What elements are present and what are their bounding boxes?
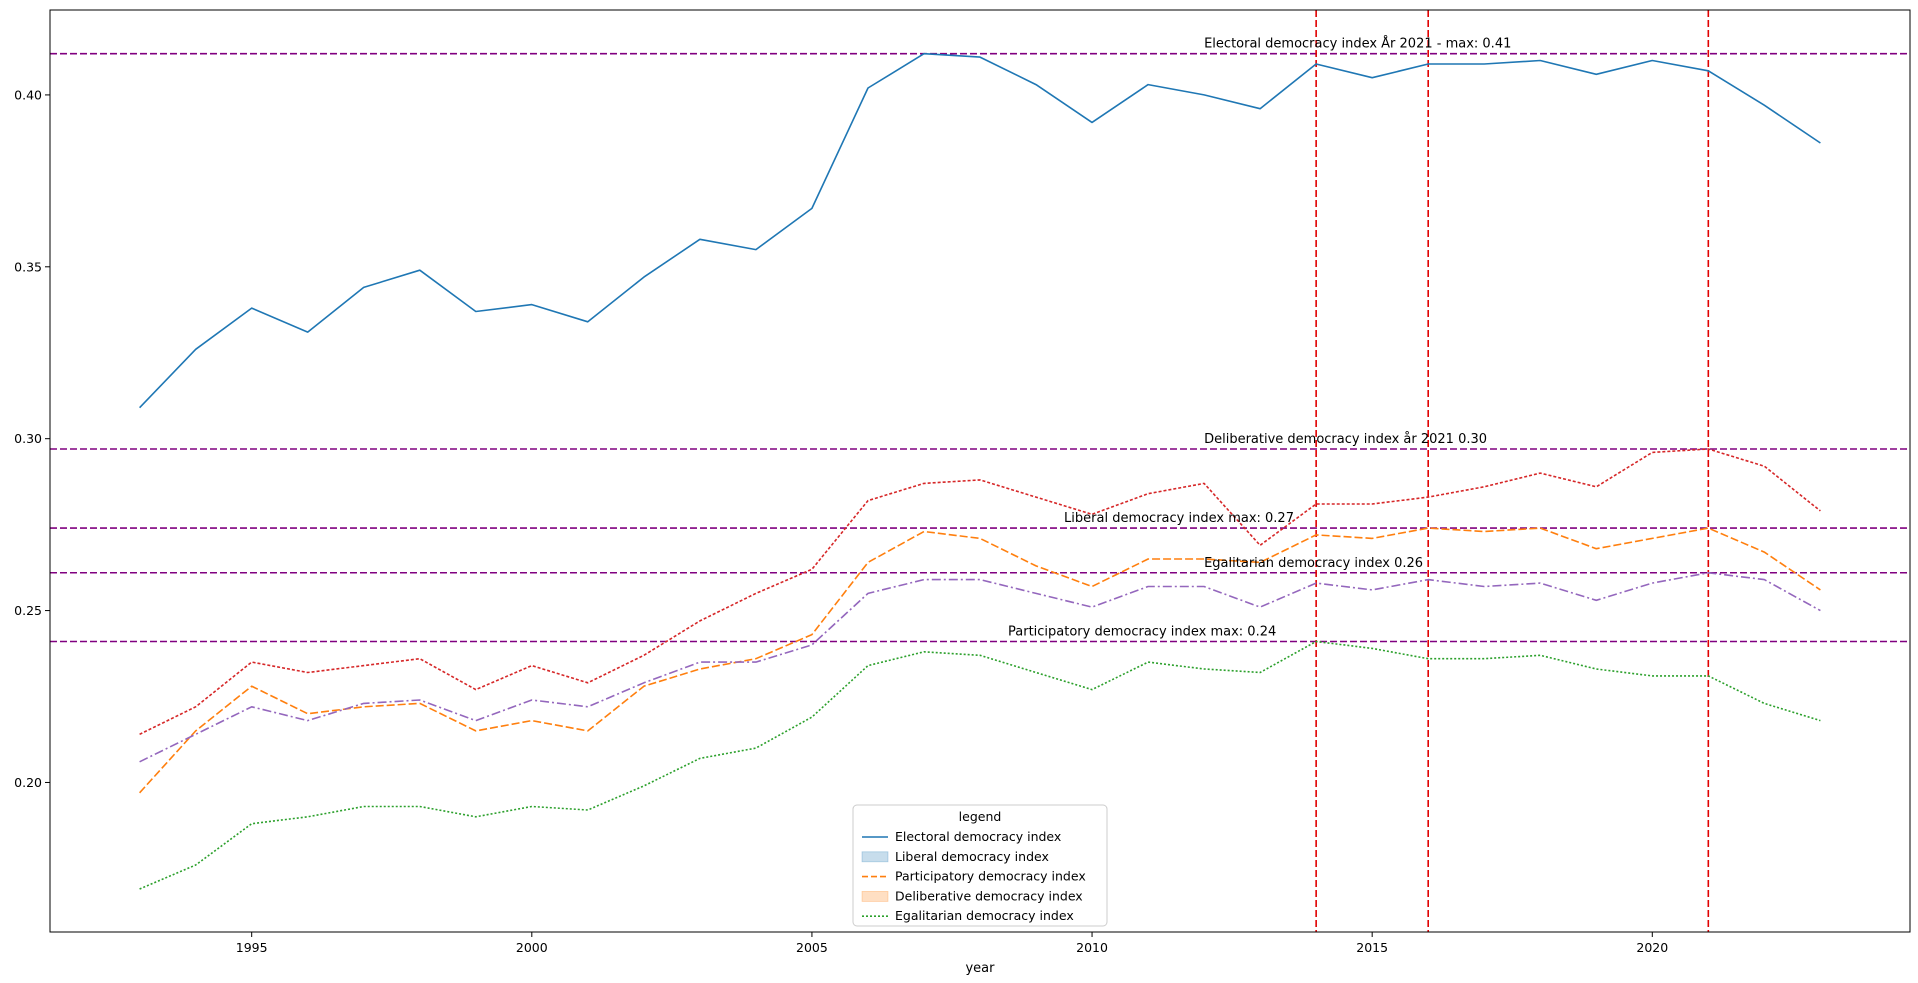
annotation-label: Electoral democracy index År 2021 - max:… xyxy=(1204,36,1511,52)
legend-item-label: Participatory democracy index xyxy=(895,869,1086,884)
series-line-participatory xyxy=(139,527,1821,794)
legend-swatch-patch xyxy=(861,891,889,902)
plot-frame xyxy=(49,9,1911,933)
vertical-reference-lines xyxy=(1315,10,1710,932)
series-line-liberal xyxy=(139,571,1821,763)
series-lines xyxy=(139,52,1821,890)
legend-item-label: Deliberative democracy index xyxy=(895,888,1083,903)
annotation-label: Liberal democracy index max: 0.27 xyxy=(1064,511,1294,526)
x-axis-ticks: 1995 2000 2005 2010 2015 2020 xyxy=(236,932,1668,955)
y-tick-label: 0.25 xyxy=(14,603,42,618)
legend-box xyxy=(852,804,1108,927)
y-tick-label: 0.40 xyxy=(14,87,42,102)
annotation-label: Egalitarian democracy index 0.26 xyxy=(1204,556,1423,571)
legend-item-label: Egalitarian democracy index xyxy=(895,908,1074,923)
y-tick-label: 0.30 xyxy=(14,431,42,446)
annotation-label: Deliberative democracy index år 2021 0.3… xyxy=(1204,432,1487,447)
legend-item-label: Electoral democracy index xyxy=(895,829,1061,844)
x-tick-label: 2010 xyxy=(1076,940,1108,955)
series-line-egalitarian xyxy=(139,640,1821,890)
x-tick-label: 2015 xyxy=(1356,940,1388,955)
x-tick-label: 1995 xyxy=(236,940,268,955)
legend-item-label: Liberal democracy index xyxy=(895,849,1049,864)
annotations: Electoral democracy index År 2021 - max:… xyxy=(1008,36,1511,640)
x-tick-label: 2020 xyxy=(1636,940,1668,955)
y-axis-ticks: 0.20 0.25 0.30 0.35 0.40 xyxy=(14,87,50,790)
horizontal-reference-lines xyxy=(50,52,1910,643)
x-tick-label: 2000 xyxy=(516,940,548,955)
x-axis-label: year xyxy=(965,961,995,976)
series-line-deliberative xyxy=(139,448,1821,736)
legend: legend Electoral democracy index Liberal d… xyxy=(852,804,1108,927)
legend-title: legend xyxy=(959,809,1002,824)
legend-swatch-patch xyxy=(861,851,889,863)
series-line-electoral xyxy=(139,52,1821,409)
y-tick-label: 0.35 xyxy=(14,259,42,274)
y-tick-label: 0.20 xyxy=(14,775,42,790)
x-tick-label: 2005 xyxy=(796,940,828,955)
annotation-label: Participatory democracy index max: 0.24 xyxy=(1008,625,1276,640)
